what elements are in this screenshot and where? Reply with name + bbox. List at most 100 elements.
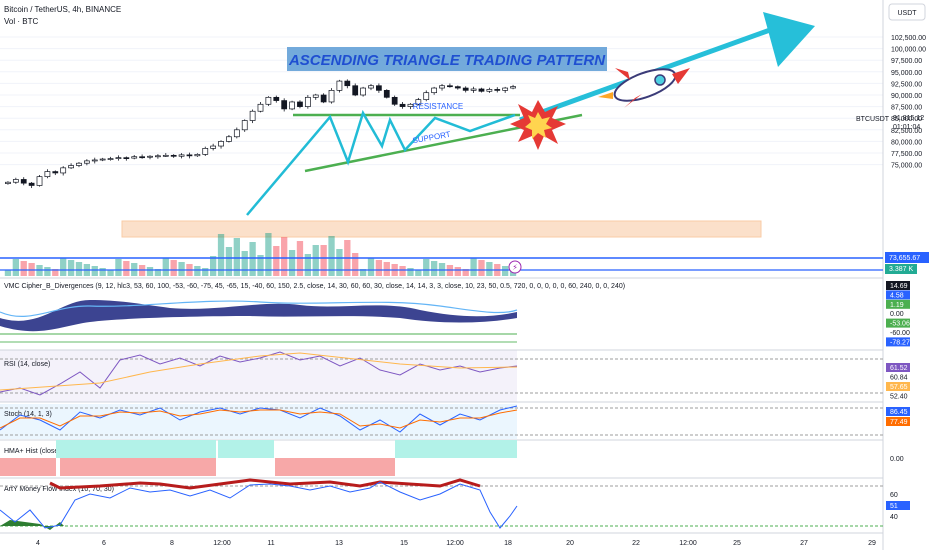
value-label: 14.69: [890, 283, 908, 290]
candle: [99, 158, 106, 161]
volume-bar: [430, 261, 438, 276]
value-label: -53.06: [890, 321, 910, 328]
candle: [391, 96, 398, 105]
time-label: 25: [733, 540, 741, 547]
value-label: 40: [890, 514, 898, 521]
alert-icon[interactable]: [508, 260, 522, 274]
candle: [462, 87, 469, 91]
candle: [202, 148, 209, 155]
hma-values: 0.00: [890, 456, 904, 463]
resistance-label: RESISTANCE: [413, 102, 464, 111]
value-label: 60: [890, 492, 898, 499]
rsi-label: RSI (14, close): [4, 361, 50, 368]
price-tick-label: 95,000.00: [891, 70, 922, 77]
value-label: 61.52: [890, 365, 908, 372]
time-axis[interactable]: 4 6 8 12:00 11 13 15 12:00 18 20 22 12:00 25 27 29: [36, 540, 876, 547]
volume-bar: [123, 261, 130, 276]
volume-bar: [154, 269, 162, 276]
price-tick-label: 97,500.00: [891, 58, 922, 65]
volume-bar: [60, 258, 67, 276]
volume-bar: [107, 270, 114, 276]
candle: [415, 99, 422, 105]
candle: [233, 129, 240, 138]
candle: [218, 141, 224, 147]
supply-zone[interactable]: [121, 220, 762, 238]
volume-bar: [91, 266, 98, 276]
stoch-d: [0, 409, 518, 429]
value-label: 0.00: [890, 311, 904, 318]
time-label: 13: [335, 540, 343, 547]
mfi-line: [0, 481, 518, 529]
value-badge: [886, 281, 910, 290]
time-label: 6: [102, 540, 106, 547]
volume-bar: [375, 260, 383, 276]
symbol-tag: BTCUSDT: [856, 116, 890, 123]
price-tick-label: 92,500.00: [891, 81, 922, 88]
candle: [139, 156, 145, 159]
grid: [0, 36, 883, 166]
time-label: 12:00: [679, 540, 697, 547]
volume-bar: [462, 269, 469, 276]
candle: [265, 96, 272, 105]
value-badge: [886, 382, 910, 391]
volume-bar: [4, 270, 12, 276]
vmc-wave: [0, 300, 517, 332]
currency-button[interactable]: [888, 3, 926, 21]
volume-bar: [202, 268, 209, 276]
mfi-label: ArtY Money Flow Index (10, 70, 30): [4, 486, 114, 493]
volume-bar: [281, 237, 288, 276]
title-banner-bg: [287, 47, 607, 71]
hma-bar-pos: [56, 440, 216, 458]
volume-bar: [67, 260, 75, 276]
value-badge: [886, 407, 910, 416]
volume-bar: [407, 268, 414, 276]
rocket-icon: [598, 68, 690, 108]
zigzag-path[interactable]: [246, 109, 516, 216]
candle: [123, 157, 130, 159]
volume-bar: [359, 269, 367, 276]
candle: [162, 154, 169, 157]
volume-bar: [75, 262, 83, 276]
price-tick-label: 82,500.00: [891, 128, 922, 135]
volume-bar: [328, 236, 335, 276]
candle: [44, 171, 51, 178]
value-label: 4.58: [890, 292, 904, 299]
candle: [273, 96, 280, 101]
price-tick-label: 100,000.00: [891, 47, 926, 54]
value-label: 77.49: [890, 419, 908, 426]
value-label: -78.27: [890, 339, 910, 346]
value-badge: [886, 290, 910, 300]
candle: [439, 85, 445, 89]
time-label: 15: [400, 540, 408, 547]
volume-bar: [478, 260, 485, 276]
candle: [76, 162, 82, 166]
candle: [68, 165, 74, 169]
candle: [20, 179, 27, 184]
time-label: 20: [566, 540, 574, 547]
candle: [304, 96, 311, 107]
value-badge: [886, 363, 910, 372]
volume-bar: [273, 246, 280, 276]
value-label: 57.65: [890, 384, 908, 391]
candle: [249, 110, 256, 121]
volume-bar: [178, 262, 185, 276]
volume-bar: [415, 270, 422, 276]
candle: [344, 80, 351, 87]
volume-bar: [99, 268, 106, 276]
price-tick-label: 102,500.00: [891, 35, 926, 42]
volume-bar: [52, 269, 59, 276]
symbol-title: Bitcoin / TetherUS, 4h, BINANCE: [4, 5, 121, 14]
candle: [289, 101, 295, 110]
candle: [52, 171, 59, 174]
time-label: 12:00: [446, 540, 464, 547]
volume-bar: [194, 266, 201, 276]
candle: [431, 87, 438, 94]
volume-bar: [423, 259, 430, 276]
volume-bar: [115, 259, 122, 276]
level-badge-1: [885, 252, 929, 263]
candle: [170, 154, 177, 157]
hma-bar-pos: [218, 440, 274, 458]
price-scale[interactable]: 102,500.00 100,000.00 97,500.00 95,000.00 92…: [891, 35, 926, 170]
vmc-wt1: [0, 300, 518, 317]
